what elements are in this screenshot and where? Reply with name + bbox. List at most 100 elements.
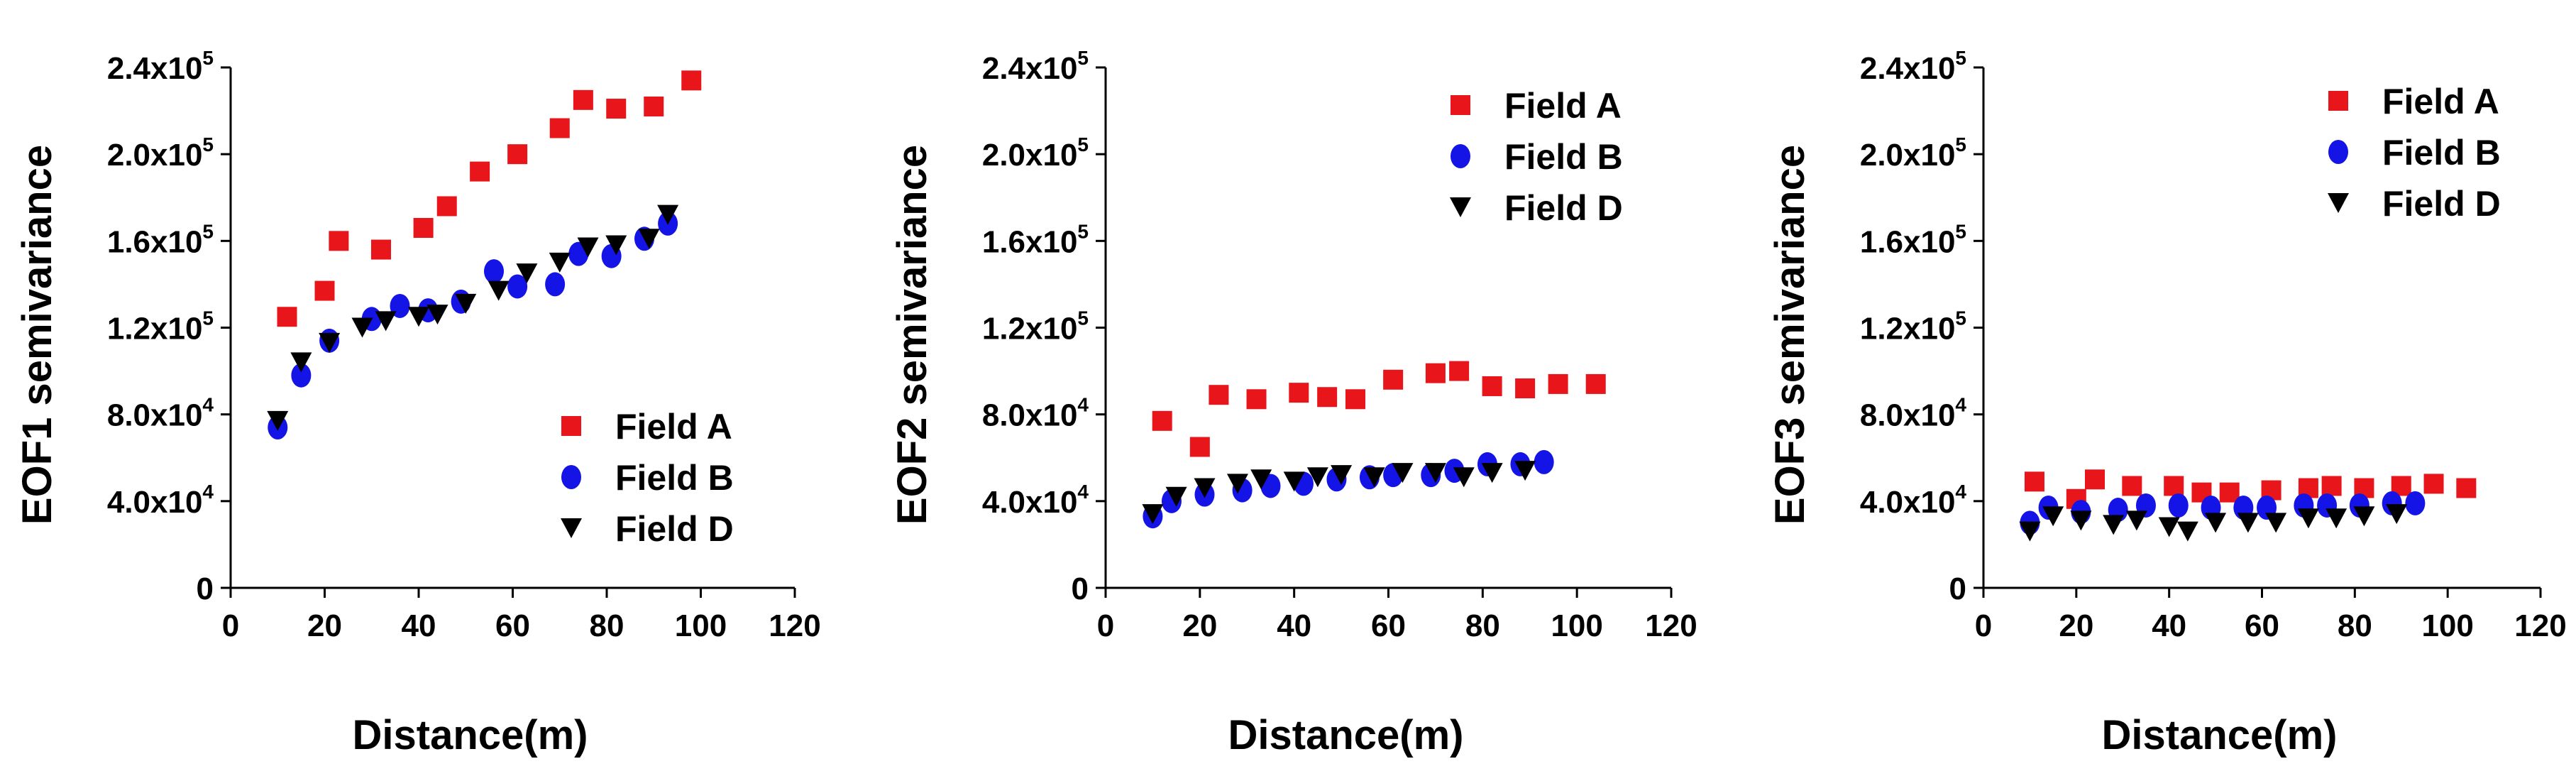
data-point (2456, 478, 2477, 498)
data-point (1514, 461, 1536, 481)
data-point (314, 280, 335, 301)
data-point (605, 235, 627, 256)
data-point (657, 204, 679, 225)
data-point (2158, 517, 2180, 537)
data-point (408, 307, 429, 327)
x-tick-label: 100 (675, 608, 727, 643)
data-point (1283, 471, 1305, 492)
x-tick-label: 40 (2152, 608, 2186, 643)
data-point (2122, 476, 2142, 496)
y-tick-label: 1.6x105 (982, 220, 1089, 259)
y-tick-label: 1.6x105 (107, 220, 214, 259)
data-point (1453, 467, 1475, 488)
y-tick-base: 2.4x10 (107, 51, 203, 86)
data-point (455, 293, 477, 314)
data-point (2176, 521, 2198, 542)
legend-marker (2328, 140, 2348, 164)
y-tick-label: 4.0x104 (1860, 481, 1967, 520)
series-field-b (2020, 491, 2426, 535)
x-tick-label: 0 (1097, 608, 1114, 643)
data-point (2070, 510, 2092, 531)
data-point (1424, 463, 1446, 483)
data-point (1289, 383, 1309, 403)
legend-marker (561, 465, 581, 489)
chart-panel-3: 0 20 40 60 80 100 12004.0x1048.0x1041.2x1051.6… (1767, 47, 2567, 758)
series-field-d (2019, 504, 2408, 542)
data-point (549, 252, 571, 273)
x-tick-label: 120 (769, 608, 820, 643)
legend-marker (1451, 95, 1470, 115)
y-tick-base: 2.0x10 (982, 138, 1078, 173)
data-point (2405, 491, 2426, 515)
data-point (545, 272, 566, 297)
data-point (351, 317, 373, 338)
x-tick-label: 20 (1182, 608, 1217, 643)
x-tick-label: 40 (1277, 608, 1311, 643)
y-tick-base: 4.0x10 (1860, 485, 1956, 520)
x-tick-label: 20 (2059, 608, 2093, 643)
y-tick-label: 8.0x104 (982, 394, 1089, 433)
data-point (413, 218, 434, 239)
data-point (507, 274, 528, 299)
data-point (1209, 385, 1229, 405)
data-point (2297, 508, 2319, 529)
x-tick-label: 20 (307, 608, 342, 643)
data-point (329, 231, 349, 251)
data-point (516, 263, 538, 284)
y-tick-label: 1.2x105 (107, 307, 214, 346)
data-point (1585, 373, 1606, 394)
data-point (2125, 510, 2147, 531)
data-point (1481, 463, 1503, 483)
x-axis-label: Distance(m) (2102, 712, 2338, 758)
data-point (2168, 493, 2189, 518)
legend: Field A Field B Field D (561, 407, 734, 549)
data-point (1392, 463, 1414, 483)
data-point (1250, 469, 1272, 490)
data-point (2423, 474, 2444, 494)
data-point (1306, 467, 1328, 488)
y-tick-base: 0 (1949, 572, 1966, 606)
data-point (2265, 513, 2287, 533)
y-tick-exponent: 4 (1955, 394, 1966, 416)
x-tick-label: 40 (402, 608, 436, 643)
y-tick-label: 0 (1949, 572, 1966, 606)
data-point (577, 237, 599, 258)
legend-label: Field B (615, 458, 734, 498)
data-point (2103, 515, 2125, 535)
series-field-a (1152, 361, 1606, 457)
data-point (2321, 476, 2342, 496)
data-point (2085, 469, 2105, 490)
data-point (375, 311, 397, 332)
data-point (2024, 471, 2044, 492)
x-tick-label: 60 (1371, 608, 1406, 643)
y-tick-base: 0 (1072, 572, 1089, 606)
y-tick-exponent: 5 (202, 47, 214, 69)
y-tick-exponent: 5 (1955, 47, 1966, 69)
y-tick-exponent: 4 (1955, 481, 1966, 503)
y-tick-base: 2.0x10 (107, 138, 203, 173)
legend-marker (2328, 91, 2348, 111)
legend-label: Field B (2382, 133, 2501, 173)
y-tick-base: 8.0x10 (107, 398, 203, 433)
x-tick-label: 80 (590, 608, 624, 643)
data-point (267, 410, 289, 431)
x-tick-label: 80 (1465, 608, 1500, 643)
data-point (1425, 363, 1446, 383)
data-point (290, 352, 312, 373)
data-point (319, 332, 341, 353)
legend-label: Field A (2382, 82, 2499, 121)
data-point (507, 144, 528, 165)
y-tick-base: 1.6x10 (107, 224, 203, 259)
data-point (2164, 476, 2184, 496)
data-point (2353, 506, 2375, 527)
y-tick-base: 4.0x10 (107, 485, 203, 520)
data-point (644, 96, 664, 116)
legend-label: Field B (1504, 137, 1623, 177)
y-tick-label: 2.0x105 (982, 133, 1089, 173)
y-tick-exponent: 5 (1955, 220, 1966, 242)
data-point (573, 89, 593, 110)
y-tick-label: 2.4x105 (107, 47, 214, 86)
legend-marker (1451, 144, 1470, 168)
data-point (1331, 465, 1353, 486)
data-point (1548, 373, 1568, 394)
